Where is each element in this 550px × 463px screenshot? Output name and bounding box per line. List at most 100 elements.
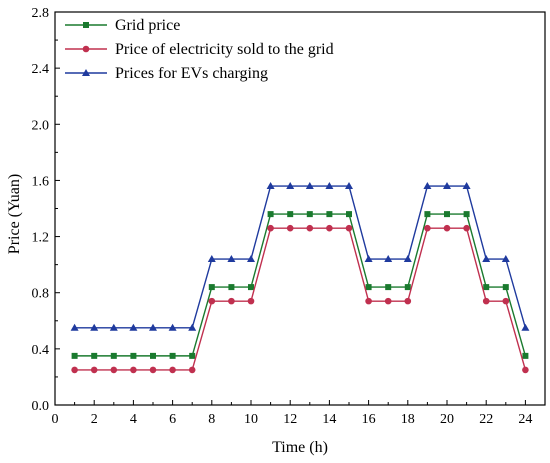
x-tick-label: 20 (440, 412, 454, 427)
data-point (109, 323, 118, 331)
data-point (346, 211, 352, 218)
data-point (403, 255, 412, 263)
data-point (305, 182, 314, 190)
y-tick-label: 1.2 (32, 231, 50, 246)
data-point (247, 297, 255, 305)
data-point (90, 323, 99, 331)
series-line (74, 185, 527, 329)
data-point (365, 284, 372, 291)
data-point (502, 284, 509, 291)
y-axis: 0.0 0.4 0.8 1.2 1.6 2.0 2.4 2.8 (32, 6, 60, 414)
data-point (287, 211, 294, 218)
data-point (130, 366, 137, 374)
data-point (149, 366, 157, 374)
legend-item: Price of electricity sold to the grid (65, 41, 334, 58)
x-axis: 0 2 4 6 8 10 12 14 16 18 20 22 24 (52, 400, 532, 427)
data-point (404, 284, 411, 291)
x-tick-label: 24 (518, 412, 532, 427)
data-point (306, 211, 313, 218)
series-1 (71, 211, 529, 359)
data-point (482, 255, 491, 263)
data-point (168, 323, 177, 331)
data-point (286, 224, 294, 232)
y-tick-label: 0.4 (32, 343, 50, 358)
legend-label: Price of electricity sold to the grid (115, 41, 334, 58)
data-point (306, 224, 314, 232)
x-axis-title: Time (h) (272, 439, 328, 456)
data-point (90, 366, 98, 374)
legend-item: Prices for EVs charging (65, 65, 268, 82)
legend-label: Grid price (115, 17, 180, 34)
data-point (247, 255, 255, 263)
data-point (462, 182, 471, 190)
data-point (483, 284, 490, 291)
data-point (463, 211, 470, 218)
x-tick-label: 16 (362, 412, 376, 427)
legend-label: Prices for EVs charging (115, 65, 268, 82)
data-point (169, 366, 176, 374)
data-point (267, 224, 274, 232)
data-point (228, 284, 235, 291)
data-point (189, 352, 196, 359)
y-tick-label: 2.0 (32, 118, 50, 133)
x-tick-label: 4 (130, 412, 137, 427)
data-point (228, 297, 235, 305)
data-point (286, 182, 295, 190)
x-tick-label: 0 (52, 412, 59, 427)
data-point (208, 284, 215, 291)
y-axis-title: Price (Yuan) (6, 174, 23, 254)
data-point (248, 284, 254, 291)
x-tick-label: 10 (244, 412, 258, 427)
data-point (522, 352, 529, 359)
data-point (424, 211, 431, 218)
x-tick-label: 18 (401, 412, 415, 427)
legend-swatch-marker (82, 45, 90, 53)
data-point (404, 297, 412, 305)
x-tick-label: 6 (169, 412, 176, 427)
series-3 (70, 182, 530, 331)
data-point (443, 182, 451, 190)
data-point (266, 182, 275, 190)
series-group (70, 182, 530, 374)
data-point (326, 224, 333, 232)
x-tick-label: 8 (208, 412, 215, 427)
data-point (364, 255, 373, 263)
data-point (169, 352, 176, 359)
legend-swatch-marker (82, 69, 90, 76)
data-point (385, 284, 392, 291)
data-point (384, 297, 392, 305)
data-point (149, 323, 157, 331)
series-line (74, 213, 527, 357)
data-point (463, 224, 470, 232)
data-point (188, 366, 196, 374)
series-2 (71, 224, 529, 374)
x-tick-label: 14 (322, 412, 336, 427)
data-point (227, 255, 236, 263)
data-point (91, 352, 98, 359)
y-tick-label: 1.6 (32, 174, 50, 189)
data-point (71, 366, 78, 374)
x-tick-label: 12 (283, 412, 297, 427)
data-point (110, 366, 118, 374)
data-point (345, 224, 353, 232)
data-point (150, 352, 156, 359)
data-point (502, 297, 510, 305)
data-point (424, 224, 431, 232)
data-point (130, 352, 137, 359)
data-point (188, 323, 197, 331)
legend-swatch-marker (83, 22, 89, 28)
series-line (74, 227, 527, 371)
data-point (267, 211, 274, 218)
data-point (444, 211, 450, 218)
data-point (70, 323, 79, 331)
data-point (423, 182, 432, 190)
data-point (129, 323, 138, 331)
legend-item: Grid price (65, 17, 180, 34)
data-point (71, 352, 78, 359)
data-point (522, 366, 529, 374)
data-point (482, 297, 490, 305)
data-point (521, 323, 530, 331)
data-point (365, 297, 372, 305)
data-point (208, 297, 216, 305)
